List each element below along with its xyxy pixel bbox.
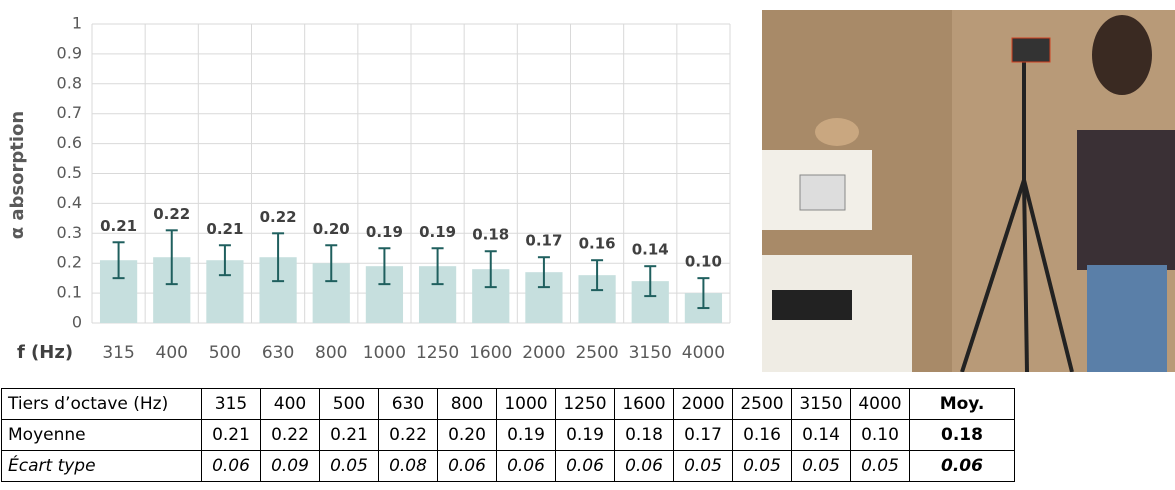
hob <box>772 290 852 320</box>
table-row: Moyenne 0.21 0.22 0.21 0.22 0.20 0.19 0.19 0.18 0… <box>1 419 1015 451</box>
table-cell: 1000 <box>496 388 556 420</box>
value-label: 0.21 <box>206 220 243 238</box>
table-cell: 630 <box>378 388 438 420</box>
person-legs <box>1087 265 1167 372</box>
table-cell: 315 <box>201 388 261 420</box>
y-tick-label: 0.3 <box>57 223 82 242</box>
x-tick-label: 315 <box>102 343 134 363</box>
table-cell: 0.21 <box>319 419 379 451</box>
basket <box>815 118 859 146</box>
x-tick-label: 630 <box>262 343 294 363</box>
y-tick-label: 0.8 <box>57 73 82 92</box>
table-cell: 0.18 <box>909 419 1015 451</box>
y-tick-label: 0.2 <box>57 253 82 272</box>
table-cell: 0.09 <box>260 450 320 482</box>
x-tick-label: 2500 <box>575 343 618 363</box>
x-axis-label: f (Hz) <box>17 342 73 363</box>
value-label: 0.22 <box>260 208 297 226</box>
table-cell: 400 <box>260 388 320 420</box>
value-label: 0.10 <box>685 253 722 271</box>
value-label: 0.18 <box>472 226 509 244</box>
table-cell: 500 <box>319 388 379 420</box>
table-cell: 2000 <box>673 388 733 420</box>
table-cell: 800 <box>437 388 497 420</box>
y-tick-label: 0.7 <box>57 103 82 122</box>
y-tick-label: 0.5 <box>57 163 82 182</box>
table-cell: 0.06 <box>909 450 1015 482</box>
x-tick-label: 3150 <box>629 343 672 363</box>
tripod-leg <box>1022 179 1074 372</box>
table-cell: 1250 <box>555 388 615 420</box>
chart: α absorption f (Hz) 0 0.1 0.2 0.3 0.4 0.5 0.6 0… <box>7 14 731 363</box>
value-label: 0.20 <box>313 220 350 238</box>
table-cell: 4000 <box>850 388 910 420</box>
value-label: 0.17 <box>525 232 562 250</box>
x-tick-label: 4000 <box>682 343 725 363</box>
table-cell: 0.21 <box>201 419 261 451</box>
y-axis-label: α absorption <box>7 111 28 239</box>
x-tick-label: 2000 <box>522 343 565 363</box>
x-tick-label: 1600 <box>469 343 512 363</box>
value-label: 0.14 <box>632 241 669 259</box>
tripod-leg <box>960 179 1026 372</box>
y-tick-label: 0.4 <box>57 193 82 212</box>
table-cell: 0.17 <box>673 419 733 451</box>
x-tick-label: 500 <box>209 343 241 363</box>
y-tick-label: 1 <box>72 14 82 33</box>
table-cell: Tiers d’octave (Hz) <box>1 388 202 420</box>
table-cell: 0.05 <box>319 450 379 482</box>
table-cell: 3150 <box>791 388 851 420</box>
tripod-leg <box>1022 179 1029 372</box>
value-label: 0.19 <box>366 223 403 241</box>
table-cell: 0.19 <box>555 419 615 451</box>
table-cell: 0.22 <box>260 419 320 451</box>
table-cell: 0.06 <box>555 450 615 482</box>
table-cell: Écart type <box>1 450 202 482</box>
x-tick-label: 400 <box>156 343 188 363</box>
value-label: 0.19 <box>419 223 456 241</box>
table-cell: 0.18 <box>614 419 674 451</box>
table-cell: 0.06 <box>437 450 497 482</box>
table-cell: 0.06 <box>496 450 556 482</box>
x-tick-label: 1250 <box>416 343 459 363</box>
table-cell: 0.19 <box>496 419 556 451</box>
table-cell: 0.05 <box>850 450 910 482</box>
table-cell: 0.06 <box>614 450 674 482</box>
table-cell: 0.16 <box>732 419 792 451</box>
table-cell: 0.06 <box>201 450 261 482</box>
x-tick-label: 800 <box>315 343 347 363</box>
value-label: 0.22 <box>153 205 190 223</box>
table-cell: 0.05 <box>673 450 733 482</box>
table-cell: 0.14 <box>791 419 851 451</box>
table-cell: 0.20 <box>437 419 497 451</box>
data-table: Tiers d’octave (Hz) 315 400 500 630 800 1000 12… <box>1 388 1015 482</box>
y-tick-label: 0.9 <box>57 43 82 62</box>
table-row: Écart type 0.06 0.09 0.05 0.08 0.06 0.06 0.06 0.… <box>1 450 1015 482</box>
microwave <box>799 174 846 211</box>
y-tick-label: 0.6 <box>57 133 82 152</box>
table-cell: 0.10 <box>850 419 910 451</box>
table-cell: 2500 <box>732 388 792 420</box>
photo <box>762 10 1175 372</box>
table-cell: 0.22 <box>378 419 438 451</box>
device <box>1011 37 1051 63</box>
table-cell: 1600 <box>614 388 674 420</box>
value-label: 0.16 <box>579 235 616 253</box>
table-cell: Moy. <box>909 388 1015 420</box>
y-tick-label: 0.1 <box>57 283 82 302</box>
value-label: 0.21 <box>100 217 137 235</box>
y-tick-label: 0 <box>72 313 82 332</box>
table-cell: 0.05 <box>791 450 851 482</box>
x-tick-label: 1000 <box>363 343 406 363</box>
table-cell: Moyenne <box>1 419 202 451</box>
table-cell: 0.05 <box>732 450 792 482</box>
person-torso <box>1077 130 1175 270</box>
person-head <box>1092 15 1152 95</box>
table-row: Tiers d’octave (Hz) 315 400 500 630 800 1000 12… <box>1 388 1015 420</box>
table-cell: 0.08 <box>378 450 438 482</box>
